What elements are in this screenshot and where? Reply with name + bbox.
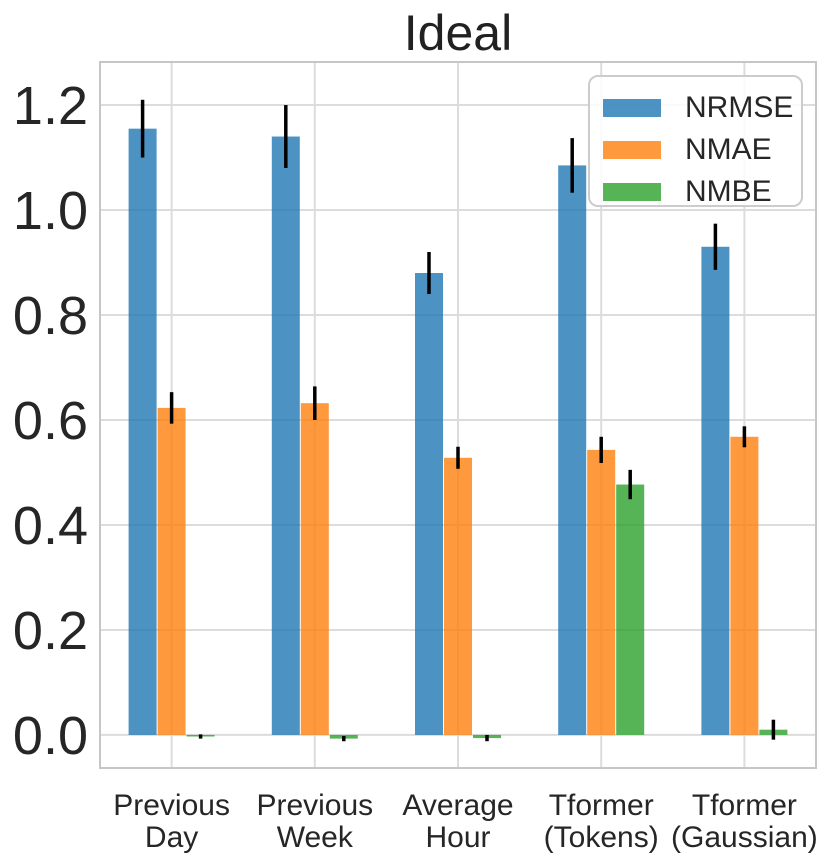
legend-label-nmae: NMAE [685,133,772,166]
x-tick-label: Tformer [549,789,654,822]
bar-nmae-3 [587,449,616,735]
bar-nrmse-0 [128,128,157,735]
x-tick-label: (Gaussian) [671,821,818,854]
x-tick-label: Tformer [692,789,797,822]
x-tick-label: Previous [256,789,373,822]
legend-label-nrmse: NRMSE [685,91,794,124]
bar-nrmse-3 [558,165,587,735]
x-tick-label: Day [145,821,198,854]
y-tick-label: 0.8 [13,286,88,346]
legend-label-nmbe: NMBE [685,175,772,208]
bar-nmae-4 [730,436,759,735]
bar-nmbe-3 [616,484,645,735]
x-tick-label: Average [402,789,513,822]
legend-swatch-nmae [603,141,661,159]
y-tick-label: 0.6 [13,391,88,451]
y-tick-label: 0.4 [13,496,88,556]
bar-nrmse-2 [415,273,443,735]
y-tick-label: 1.2 [13,76,88,136]
x-tick-label: Previous [113,789,230,822]
x-tick-label: Week [277,821,354,854]
plot-border [99,61,817,769]
legend-swatch-nrmse [603,99,661,117]
y-tick-label: 0.2 [13,601,88,661]
legend-swatch-nmbe [603,183,661,201]
legend-item-nrmse: NRMSE [603,87,801,129]
y-tick-label: 0.0 [13,706,88,766]
y-tick-label: 1.0 [13,181,88,241]
bar-nmae-1 [300,403,329,735]
x-tick-label: (Tokens) [544,821,659,854]
legend-item-nmbe: NMBE [603,171,801,213]
bar-nrmse-1 [271,136,300,735]
bar-nrmse-4 [701,246,730,735]
legend-item-nmae: NMAE [603,129,801,171]
bar-nmae-0 [157,407,186,735]
x-tick-label: Hour [425,821,490,854]
chart-title: Ideal [403,5,513,61]
bar-nmae-2 [444,457,472,735]
legend: NRMSE NMAE NMBE [588,75,803,207]
